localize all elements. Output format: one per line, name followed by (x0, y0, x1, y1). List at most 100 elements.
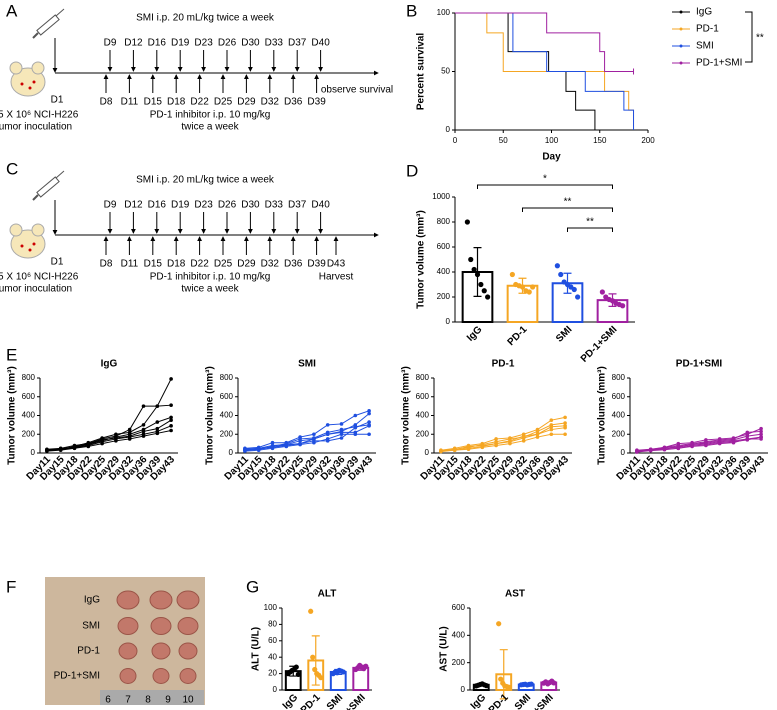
ruler (100, 690, 204, 705)
data-point (141, 429, 146, 434)
significance-bracket (522, 207, 613, 212)
data-point (466, 447, 471, 452)
y-tick-label: 400 (22, 411, 36, 420)
data-point (483, 683, 489, 689)
legend-label: PD-1+SMI (696, 58, 742, 69)
data-point (558, 271, 564, 278)
chart-title: AST (505, 589, 525, 600)
ruler-number: 7 (125, 695, 131, 706)
timeline-label: SMI i.p. 20 mL/kg twice a week (136, 175, 275, 186)
y-axis-label: Tumor volume (mm³) (7, 366, 18, 465)
growth-line (440, 433, 566, 453)
day-label: D36 (284, 259, 303, 270)
data-point (155, 431, 160, 436)
tumor (176, 590, 200, 610)
data-point (169, 424, 173, 428)
data-point (759, 429, 763, 434)
data-point (308, 608, 314, 614)
data-point (521, 439, 526, 443)
growth-line (244, 424, 370, 451)
day-label: D37 (288, 38, 307, 49)
ruler-number: 10 (182, 695, 194, 706)
syringe-plunger (32, 194, 39, 201)
data-point (717, 441, 722, 446)
y-tick-label: 0 (31, 448, 36, 457)
data-point (509, 271, 515, 278)
data-point (169, 415, 173, 420)
tumor (178, 642, 198, 660)
data-point (676, 446, 681, 451)
day-label: D36 (284, 97, 303, 108)
y-tick-label: 0 (446, 125, 451, 134)
data-point (114, 439, 118, 443)
day-label: D22 (190, 97, 209, 108)
day-label: D12 (124, 38, 143, 49)
data-point (745, 437, 750, 441)
panel-label: F (6, 577, 16, 596)
day-label: D1 (51, 257, 64, 268)
y-axis-label: AST (U/L) (439, 626, 450, 672)
x-tick-label: PD-1+SMI (579, 324, 620, 365)
data-point (549, 427, 554, 432)
data-point (367, 409, 371, 413)
data-point (243, 447, 247, 452)
survival-curve (455, 12, 635, 130)
data-point (363, 663, 369, 669)
mouse-ear (9, 223, 23, 237)
data-point (506, 684, 512, 690)
day-label: D15 (144, 97, 163, 108)
chart-title: SMI (298, 359, 316, 370)
data-point (535, 429, 540, 434)
ruler-number: 8 (145, 695, 151, 706)
growth-line (244, 410, 370, 449)
data-point (526, 289, 532, 295)
x-tick-label: SMI (554, 324, 575, 345)
data-point (704, 443, 708, 448)
data-point (367, 411, 371, 416)
data-point (571, 286, 577, 293)
y-tick-label: 200 (612, 429, 626, 438)
y-tick-label: 600 (220, 392, 234, 401)
data-point (690, 444, 694, 449)
tumor (152, 668, 170, 684)
y-tick-label: 80 (268, 620, 277, 629)
growth-line (440, 416, 566, 451)
data-point (141, 404, 146, 408)
day-label: D9 (104, 200, 117, 211)
day-label: D33 (265, 38, 284, 49)
legend-label: SMI (696, 41, 714, 52)
error-bar (499, 649, 508, 700)
data-point (367, 432, 371, 437)
data-point (169, 403, 173, 407)
timeline-label: SMI i.p. 20 mL/kg twice a week (136, 13, 275, 24)
data-point (485, 294, 491, 300)
day-label: D37 (288, 200, 307, 211)
chart-title: PD-1+SMI (676, 359, 723, 370)
growth-line (46, 430, 172, 452)
y-axis-label: Tumor volume (mm³) (205, 366, 216, 465)
data-point (155, 420, 160, 424)
data-point (662, 447, 667, 452)
y-tick-label: 200 (220, 429, 234, 438)
data-point (519, 284, 526, 290)
data-point (439, 449, 443, 454)
day-label: D23 (194, 200, 213, 211)
data-point (494, 443, 498, 448)
data-point (339, 427, 344, 432)
ruler-number: 6 (105, 695, 111, 706)
mouse-ear (31, 61, 45, 75)
data-point (549, 424, 554, 429)
data-point (312, 439, 316, 443)
y-axis-label: Percent survival (416, 33, 427, 110)
panel-label: D (406, 161, 418, 180)
y-tick-label: 400 (452, 630, 466, 639)
growth-line (46, 404, 172, 450)
data-point (528, 681, 534, 687)
tumor (150, 617, 172, 635)
data-point (298, 437, 302, 441)
data-point (563, 415, 567, 420)
panel-label: C (6, 159, 18, 178)
y-tick-label: 600 (452, 603, 466, 612)
data-point (318, 675, 324, 681)
x-tick-label: 200 (641, 136, 655, 145)
